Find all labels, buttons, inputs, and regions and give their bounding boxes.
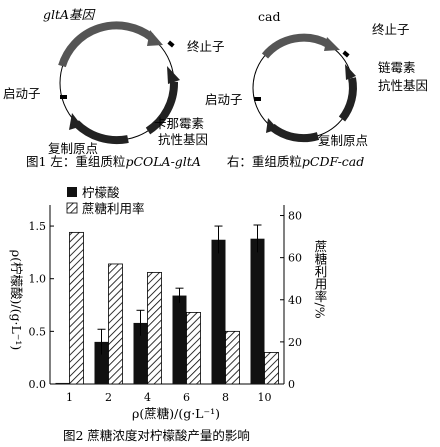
right-terminator-label: 终止子 bbox=[372, 22, 410, 37]
legend: 柠檬酸 蔗糖利用率 bbox=[66, 185, 145, 216]
fig1-caption-left-italic: pCOLA-gltA bbox=[125, 154, 200, 169]
right-y-tick-label: 60 bbox=[288, 252, 302, 265]
bar-sucrose-utilization bbox=[264, 352, 279, 385]
left-origin-segment bbox=[73, 120, 129, 145]
plot-frame bbox=[49, 205, 285, 385]
left-origin-arrowhead bbox=[69, 113, 82, 130]
left-y-tick-label: 1.0 bbox=[29, 273, 47, 286]
bar-citric-acid bbox=[211, 239, 226, 384]
left-promoter-mark bbox=[60, 95, 67, 99]
fig2-caption: 图2 蔗糖浓度对柠檬酸产量的影响 bbox=[63, 428, 250, 443]
bar-citric-acid bbox=[172, 295, 187, 384]
legend-label-sucrose: 蔗糖利用率 bbox=[82, 201, 145, 216]
left-resistance-label-1: 卡那霉素 bbox=[154, 116, 204, 131]
right-y-tick-label: 0 bbox=[288, 378, 295, 391]
right-origin-arrowhead bbox=[266, 118, 278, 133]
bar-sucrose-utilization bbox=[147, 271, 162, 385]
left-promoter-label: 启动子 bbox=[3, 86, 41, 101]
bar-citric-acid bbox=[94, 341, 109, 384]
left-y-tick-label: 0.0 bbox=[29, 378, 47, 391]
right-origin-label: 复制原点 bbox=[318, 133, 368, 148]
left-terminator-label: 终止子 bbox=[187, 39, 225, 54]
left-plasmid: gltA基因 终止子 启动子 复制原点 卡那霉素 抗性基因 bbox=[3, 7, 225, 156]
bar-chart: 0.0 0.5 1.0 1.5 0 20 40 60 80 1 2 4 6 8 10 柠檬酸 蔗糖利用率… bbox=[9, 185, 328, 421]
right-y-tick-label: 20 bbox=[288, 336, 302, 349]
x-tick-label: 8 bbox=[222, 391, 229, 404]
left-resistance-label-2: 抗性基因 bbox=[158, 132, 208, 147]
legend-label-citric: 柠檬酸 bbox=[82, 185, 120, 200]
x-tick-label: 10 bbox=[258, 391, 272, 404]
right-y-tick-label: 80 bbox=[288, 210, 302, 223]
bar-citric-acid bbox=[133, 322, 148, 384]
left-gene-arrowhead bbox=[147, 30, 163, 46]
left-gene-segment bbox=[58, 21, 154, 68]
right-y-ticks: 0 20 40 60 80 bbox=[280, 210, 302, 391]
legend-swatch-citric bbox=[67, 187, 77, 197]
left-resistance-segment bbox=[145, 81, 179, 135]
x-tick-label: 6 bbox=[183, 391, 190, 404]
fig1-caption-left-prefix: 图1 左：重组质粒 bbox=[26, 154, 125, 169]
right-resistance-arrowhead bbox=[345, 64, 356, 80]
right-y-tick-label: 40 bbox=[288, 294, 302, 307]
x-axis-title: ρ(蔗糖)/(g·L⁻¹) bbox=[132, 406, 220, 421]
x-ticks: 1 2 4 6 8 10 bbox=[66, 391, 272, 404]
left-terminator-mark bbox=[167, 40, 175, 48]
bar-citric-acid bbox=[55, 382, 70, 384]
right-plasmid: cad 终止子 链霉素 抗性基因 启动子 复制原点 bbox=[205, 9, 428, 148]
right-gene-arrowhead bbox=[324, 37, 340, 51]
bar-sucrose-utilization bbox=[186, 311, 201, 385]
bar-sucrose-utilization bbox=[108, 263, 123, 385]
right-resistance-label-2: 抗性基因 bbox=[378, 78, 428, 93]
right-y-axis-title: 蔗糖利用率/% bbox=[313, 240, 328, 319]
x-tick-label: 1 bbox=[66, 391, 73, 404]
left-y-axis-title: ρ(柠檬酸)/(g·L⁻¹) bbox=[9, 250, 24, 350]
right-gene-segment bbox=[261, 33, 330, 59]
right-terminator-mark bbox=[342, 50, 350, 58]
left-resistance-arrowhead bbox=[167, 66, 180, 84]
bar-sucrose-utilization bbox=[69, 231, 84, 385]
left-y-tick-label: 1.5 bbox=[29, 220, 47, 233]
legend-swatch-sucrose bbox=[66, 202, 78, 214]
right-promoter-mark bbox=[254, 97, 261, 101]
bars bbox=[55, 224, 279, 385]
right-resistance-label-1: 链霉素 bbox=[378, 60, 416, 75]
fig1-caption-right-italic: pCDF-cad bbox=[302, 154, 364, 169]
left-y-tick-label: 0.5 bbox=[29, 325, 47, 338]
right-promoter-label: 启动子 bbox=[205, 92, 243, 107]
left-gene-label: gltA基因 bbox=[43, 7, 96, 22]
right-origin-segment bbox=[269, 123, 320, 143]
right-gene-label: cad bbox=[258, 9, 280, 24]
x-tick-label: 4 bbox=[144, 391, 151, 404]
fig1-caption-right-prefix: 右：重组质粒 bbox=[227, 154, 302, 169]
right-resistance-segment bbox=[338, 77, 357, 122]
left-y-ticks: 0.0 0.5 1.0 1.5 bbox=[29, 220, 54, 391]
bar-citric-acid bbox=[250, 238, 265, 384]
bar-sucrose-utilization bbox=[225, 330, 240, 385]
fig1-caption: 图1 左：重组质粒pCOLA-gltA 右：重组质粒pCDF-cad bbox=[26, 154, 364, 169]
x-tick-label: 2 bbox=[105, 391, 112, 404]
left-origin-label: 复制原点 bbox=[48, 141, 98, 156]
